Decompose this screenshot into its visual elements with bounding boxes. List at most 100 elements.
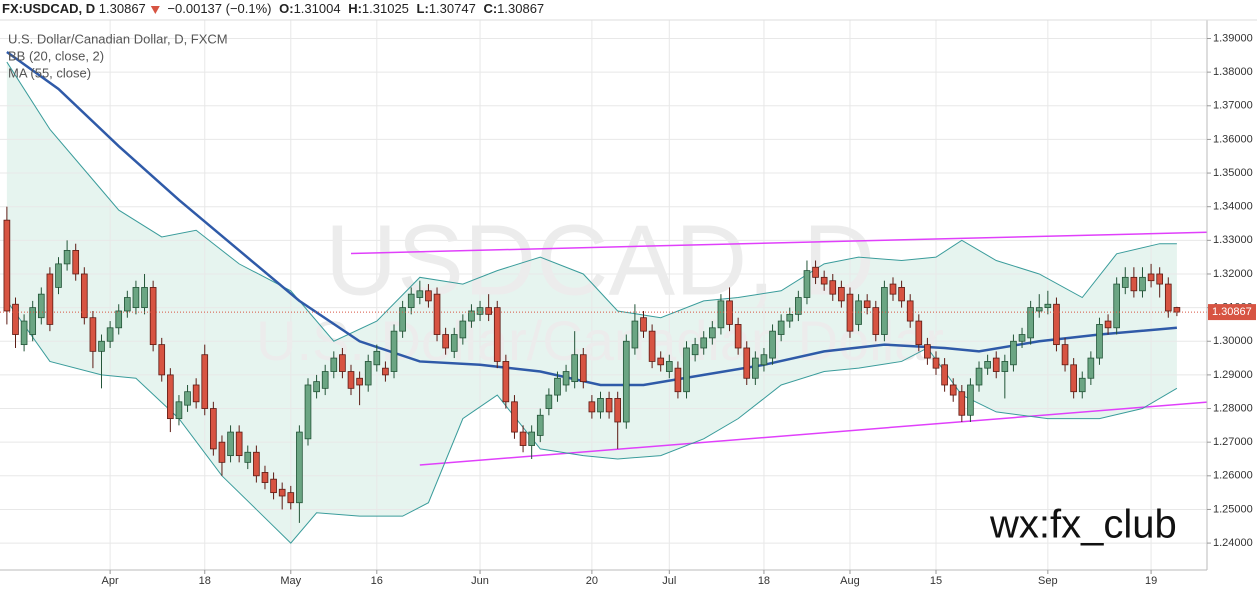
candle-body (442, 334, 449, 349)
candle-body (795, 297, 802, 315)
candle-body (545, 394, 553, 409)
candle-body (123, 297, 131, 312)
x-tick-label: Aug (840, 575, 860, 587)
candle-body (29, 307, 37, 335)
x-tick-label: Jun (471, 575, 489, 587)
candle-body (622, 340, 630, 423)
candle-body (270, 478, 277, 494)
candle-body (665, 361, 673, 372)
x-tick-label: 16 (371, 575, 383, 587)
legend-item: U.S. Dollar/Canadian Dollar, D, FXCM (8, 31, 228, 46)
y-tick-label: 1.29000 (1213, 369, 1253, 381)
candle-body (425, 290, 432, 302)
x-tick-label: Apr (102, 575, 119, 587)
candle-body (399, 307, 406, 332)
candle-body (1147, 273, 1155, 282)
ohlc-label: L: (417, 1, 429, 16)
y-tick-label: 1.24000 (1213, 537, 1253, 549)
candle-body (106, 327, 114, 342)
candle-body (373, 350, 381, 366)
x-tick-label: 18 (199, 575, 211, 587)
candle-body (846, 293, 854, 332)
candle-body (691, 344, 699, 356)
candle-body (63, 250, 71, 265)
ohlc-label: H: (348, 1, 362, 16)
candle-body (468, 310, 475, 322)
candle-body (760, 354, 768, 366)
plot-under (0, 20, 1207, 570)
candle-body (184, 391, 191, 406)
candle-body (949, 384, 957, 396)
y-tick-label: 1.28000 (1213, 402, 1253, 414)
candle-body (46, 273, 54, 325)
candle-body (743, 347, 751, 379)
candle-body (304, 384, 312, 440)
candle-body (984, 361, 991, 369)
candle-body (1087, 357, 1095, 379)
candle-body (210, 408, 217, 450)
x-tick-label: 19 (1145, 575, 1157, 587)
candle-body (1018, 334, 1026, 342)
candle-body (1130, 276, 1138, 292)
candle-body (347, 371, 355, 389)
candle-body (838, 287, 845, 302)
candle-body (502, 361, 510, 403)
legend-item: BB (20, close, 2) (8, 48, 104, 63)
candle-body (562, 371, 570, 386)
candle-body (528, 431, 535, 446)
candle-body (1010, 340, 1017, 366)
candle-body (416, 290, 424, 298)
candle-body (261, 472, 269, 483)
candle-body (201, 354, 209, 409)
candle-body (777, 320, 785, 335)
ohlc-label: O: (279, 1, 293, 16)
candle-body (709, 327, 716, 339)
candle-body (55, 263, 62, 288)
candle-body (1096, 324, 1103, 359)
candle-body (364, 361, 372, 386)
candle-body (605, 398, 613, 413)
indicator-line (6, 61, 1177, 342)
candle-body (820, 276, 828, 285)
candle-body (1164, 283, 1172, 312)
candle-body (459, 320, 467, 339)
candle-body (132, 287, 140, 309)
candle-body (1121, 276, 1129, 288)
candle-body (674, 367, 682, 393)
candle-body (898, 287, 905, 302)
candle-body (941, 364, 948, 386)
candle-body (382, 367, 389, 376)
candle-body (192, 384, 200, 403)
y-tick-label: 1.37000 (1213, 100, 1253, 112)
candle-body (967, 384, 974, 416)
candle-body (614, 398, 622, 423)
legend-item: MA (55, close) (8, 65, 91, 80)
candle-body (631, 320, 639, 349)
candle-body (278, 488, 286, 497)
candle-body (89, 317, 97, 352)
indicator-line (6, 50, 1177, 387)
candle-body (218, 441, 226, 463)
candle-body (958, 391, 966, 416)
y-tick-label: 1.25000 (1213, 503, 1253, 515)
candle-body (235, 431, 243, 457)
candle-body (752, 357, 759, 379)
candle-body (141, 287, 148, 309)
watermark-symbol: USDCAD, D (325, 204, 875, 316)
candle-body (1044, 303, 1052, 309)
price-tag (1208, 304, 1256, 321)
candle-body (3, 219, 11, 312)
candle-body (1001, 361, 1009, 372)
x-tick-label: May (280, 575, 301, 587)
price-tag-label: 1.30867 (1212, 306, 1252, 318)
candle-body (700, 337, 708, 349)
candle-body (1104, 320, 1112, 329)
plot-over (0, 50, 1208, 544)
candle-body (1156, 273, 1164, 285)
candle-body (769, 330, 776, 359)
candle-body (597, 398, 604, 413)
y-tick-label: 1.27000 (1213, 436, 1253, 448)
candle-body (253, 451, 260, 477)
